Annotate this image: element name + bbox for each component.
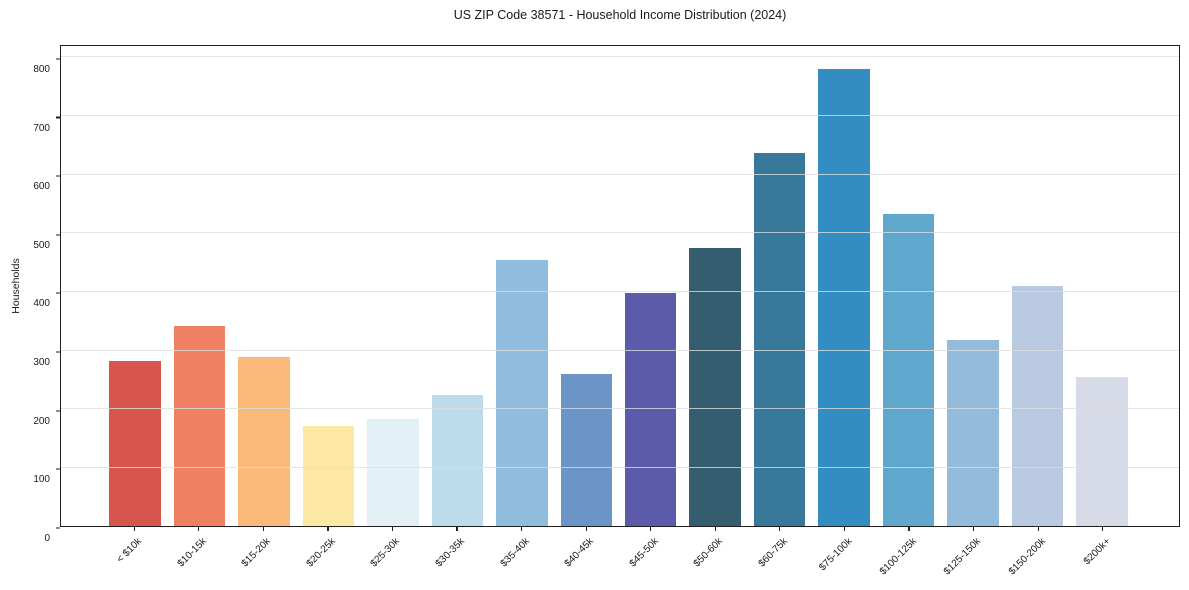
bar-slot <box>683 46 747 526</box>
x-tick-mark <box>521 527 523 531</box>
bar-$25-30k <box>367 418 419 526</box>
x-tick-label: $150-200k <box>1006 536 1048 578</box>
x-tick-mark <box>843 527 846 531</box>
bar-slot <box>490 46 554 526</box>
y-tick-label: 400 <box>33 298 50 310</box>
x-tick-label: $45-50k <box>627 536 661 570</box>
bar-< $10k <box>109 361 161 526</box>
x-tick-label: $125-150k <box>942 536 984 578</box>
x-tick-mark <box>198 527 200 531</box>
x-axis: < $10k $10-15k $15-20k $20-25k $25-30k $30-35… <box>60 527 1180 589</box>
bar-$20-25k <box>302 426 355 526</box>
x-tick-mark <box>972 527 975 531</box>
bar-$125-150k <box>947 339 999 526</box>
y-tick-label: 600 <box>33 181 50 193</box>
bar-slot <box>296 46 360 526</box>
bar-$50-60k <box>689 248 741 526</box>
bar-$45-50k <box>624 293 677 526</box>
x-tick-label: < $10k <box>114 536 145 566</box>
bar-slot <box>167 46 231 526</box>
x-tick-mark <box>779 527 781 531</box>
x-tick-mark <box>585 527 587 531</box>
x-tick-mark <box>1037 527 1039 531</box>
bars-container <box>61 46 1179 526</box>
bar-slot <box>876 46 940 526</box>
bar-slot <box>554 46 618 526</box>
plot-area <box>60 45 1180 527</box>
y-tick-label: 300 <box>33 357 50 369</box>
y-tick-mark <box>56 410 60 412</box>
bar-$35-40k <box>496 259 548 526</box>
x-tick-label: $15-20k <box>239 536 274 570</box>
bar-slot <box>812 46 876 526</box>
y-tick-mark <box>56 58 60 60</box>
bar-$60-75k <box>753 153 806 526</box>
bar-$15-20k <box>238 356 290 526</box>
bar-$150-200k <box>1011 286 1064 526</box>
x-tick-label: $75-100k <box>816 536 855 574</box>
bar-slot <box>232 46 296 526</box>
bar-slot <box>361 46 425 526</box>
x-tick-mark <box>1102 527 1104 531</box>
x-tick-label: $25-30k <box>368 536 403 570</box>
x-tick-label: $50-60k <box>691 536 726 570</box>
bar-slot <box>1070 46 1134 526</box>
y-tick-label: 500 <box>33 239 50 251</box>
y-tick-mark <box>56 175 60 177</box>
x-tick-mark <box>456 527 458 531</box>
bar-$40-45k <box>560 374 613 526</box>
bar-$100-125k <box>882 213 935 526</box>
x-tick-mark <box>262 527 264 531</box>
y-axis: 0 100 200 300 400 500 600 700 800 <box>0 45 60 544</box>
x-tick-label: $100-125k <box>877 536 919 578</box>
bar-slot <box>425 46 489 526</box>
y-tick-label: 0 <box>44 533 50 544</box>
y-tick-mark <box>56 468 60 470</box>
x-tick-label: $200k+ <box>1081 536 1113 568</box>
y-tick-mark <box>56 116 60 119</box>
y-tick-mark <box>56 292 60 294</box>
x-tick-label: $60-75k <box>756 536 790 570</box>
bar-$10-15k <box>173 325 226 526</box>
bar-$75-100k <box>818 69 870 526</box>
x-tick-mark <box>391 527 394 531</box>
bar-slot <box>941 46 1005 526</box>
bar-$30-35k <box>431 394 484 526</box>
y-tick-label: 200 <box>33 415 50 427</box>
x-tick-label: $40-45k <box>562 536 596 570</box>
x-tick-mark <box>327 527 329 531</box>
y-tick-label: 100 <box>33 474 50 486</box>
x-tick-label: $10-15k <box>175 536 209 570</box>
y-tick-mark <box>56 351 60 353</box>
y-tick-mark <box>56 527 60 529</box>
x-tick-label: $30-35k <box>433 536 467 570</box>
bar-slot <box>619 46 683 526</box>
x-tick-mark <box>714 527 716 531</box>
bar-slot <box>103 46 167 526</box>
y-tick-mark <box>56 234 60 236</box>
x-tick-mark <box>908 527 910 531</box>
y-tick-label: 800 <box>33 63 50 75</box>
bar-slot <box>1005 46 1069 526</box>
x-tick-mark <box>133 527 135 531</box>
x-tick-mark <box>650 527 652 531</box>
chart-title: US ZIP Code 38571 - Household Income Dis… <box>453 8 787 22</box>
bar-slot <box>747 46 811 526</box>
x-tick-label: $35-40k <box>498 536 532 570</box>
x-tick-label: $20-25k <box>304 536 338 570</box>
y-tick-label: 700 <box>33 122 50 134</box>
bar-$200k+ <box>1076 377 1128 526</box>
